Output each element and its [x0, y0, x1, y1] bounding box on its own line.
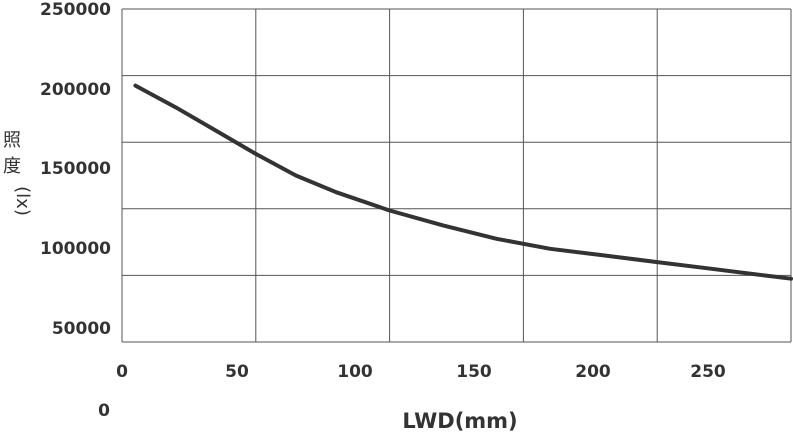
series-group	[133, 83, 793, 281]
y-axis-title-char: 照	[3, 130, 21, 151]
y-tick-label: 200000	[40, 80, 111, 100]
x-axis-ticks: 0 50 100 150 200 250	[116, 362, 726, 382]
x-tick-label: 0	[116, 362, 128, 382]
y-tick-label: 50000	[52, 319, 111, 339]
y-axis-ticks: 50000 100000 150000 200000 250000	[40, 0, 111, 339]
y-tick-label: 150000	[40, 159, 111, 179]
x-tick-label: 100	[337, 362, 373, 382]
y-tick-label: 100000	[40, 239, 111, 259]
extra-label-zero: 0	[98, 401, 110, 421]
x-tick-label: 200	[575, 362, 611, 382]
x-tick-label: 150	[456, 362, 492, 382]
series-line	[133, 83, 793, 281]
x-axis-title: LWD(mm)	[402, 409, 517, 433]
x-tick-label: 250	[690, 362, 726, 382]
y-axis-title-unit: (lx)	[12, 186, 33, 216]
y-axis-title: 照度 (lx)	[3, 130, 33, 216]
y-axis-title-char: 度	[3, 156, 21, 177]
y-tick-label: 250000	[40, 0, 111, 20]
x-tick-label: 50	[225, 362, 249, 382]
grid	[121, 8, 792, 343]
